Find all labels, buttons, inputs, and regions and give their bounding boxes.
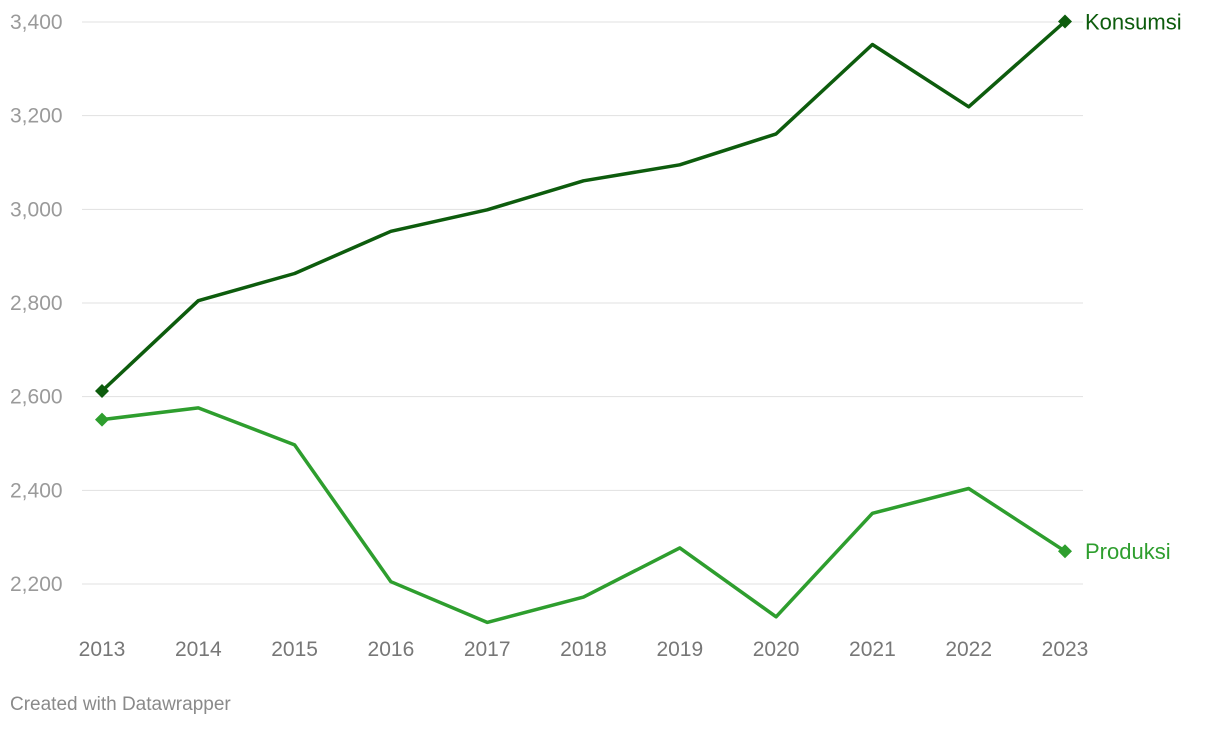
y-tick-label: 3,000 xyxy=(10,198,63,221)
x-tick-label: 2021 xyxy=(849,638,896,661)
y-tick-label: 2,600 xyxy=(10,386,63,409)
line-chart: 2,200 2,400 2,600 2,800 3,000 3,200 3,400 2013 2… xyxy=(10,10,1182,661)
x-tick-label: 2015 xyxy=(271,638,318,661)
series-marker-produksi xyxy=(95,412,109,427)
series-marker-produksi xyxy=(1058,544,1072,559)
y-tick-label: 2,800 xyxy=(10,292,63,315)
series-marker-konsumsi xyxy=(1058,14,1072,29)
footer-credit: Created with Datawrapper xyxy=(10,694,231,715)
y-tick-label: 2,200 xyxy=(10,573,63,596)
series-label-produksi: Produksi xyxy=(1085,539,1171,564)
y-tick-label: 2,400 xyxy=(10,479,63,502)
x-tick-label: 2017 xyxy=(464,638,511,661)
y-tick-label: 3,200 xyxy=(10,105,63,128)
x-tick-label: 2020 xyxy=(753,638,800,661)
y-tick-label: 3,400 xyxy=(10,11,63,34)
series-line-konsumsi xyxy=(100,19,1067,393)
x-tick-label: 2016 xyxy=(368,638,415,661)
series-line-produksi xyxy=(100,406,1067,625)
x-tick-label: 2023 xyxy=(1042,638,1089,661)
x-tick-label: 2019 xyxy=(656,638,703,661)
series-label-konsumsi: Konsumsi xyxy=(1085,10,1182,35)
x-tick-label: 2013 xyxy=(79,638,126,661)
x-tick-label: 2022 xyxy=(945,638,992,661)
x-tick-label: 2014 xyxy=(175,638,222,661)
x-tick-label: 2018 xyxy=(560,638,607,661)
series-marker-konsumsi xyxy=(95,384,109,399)
